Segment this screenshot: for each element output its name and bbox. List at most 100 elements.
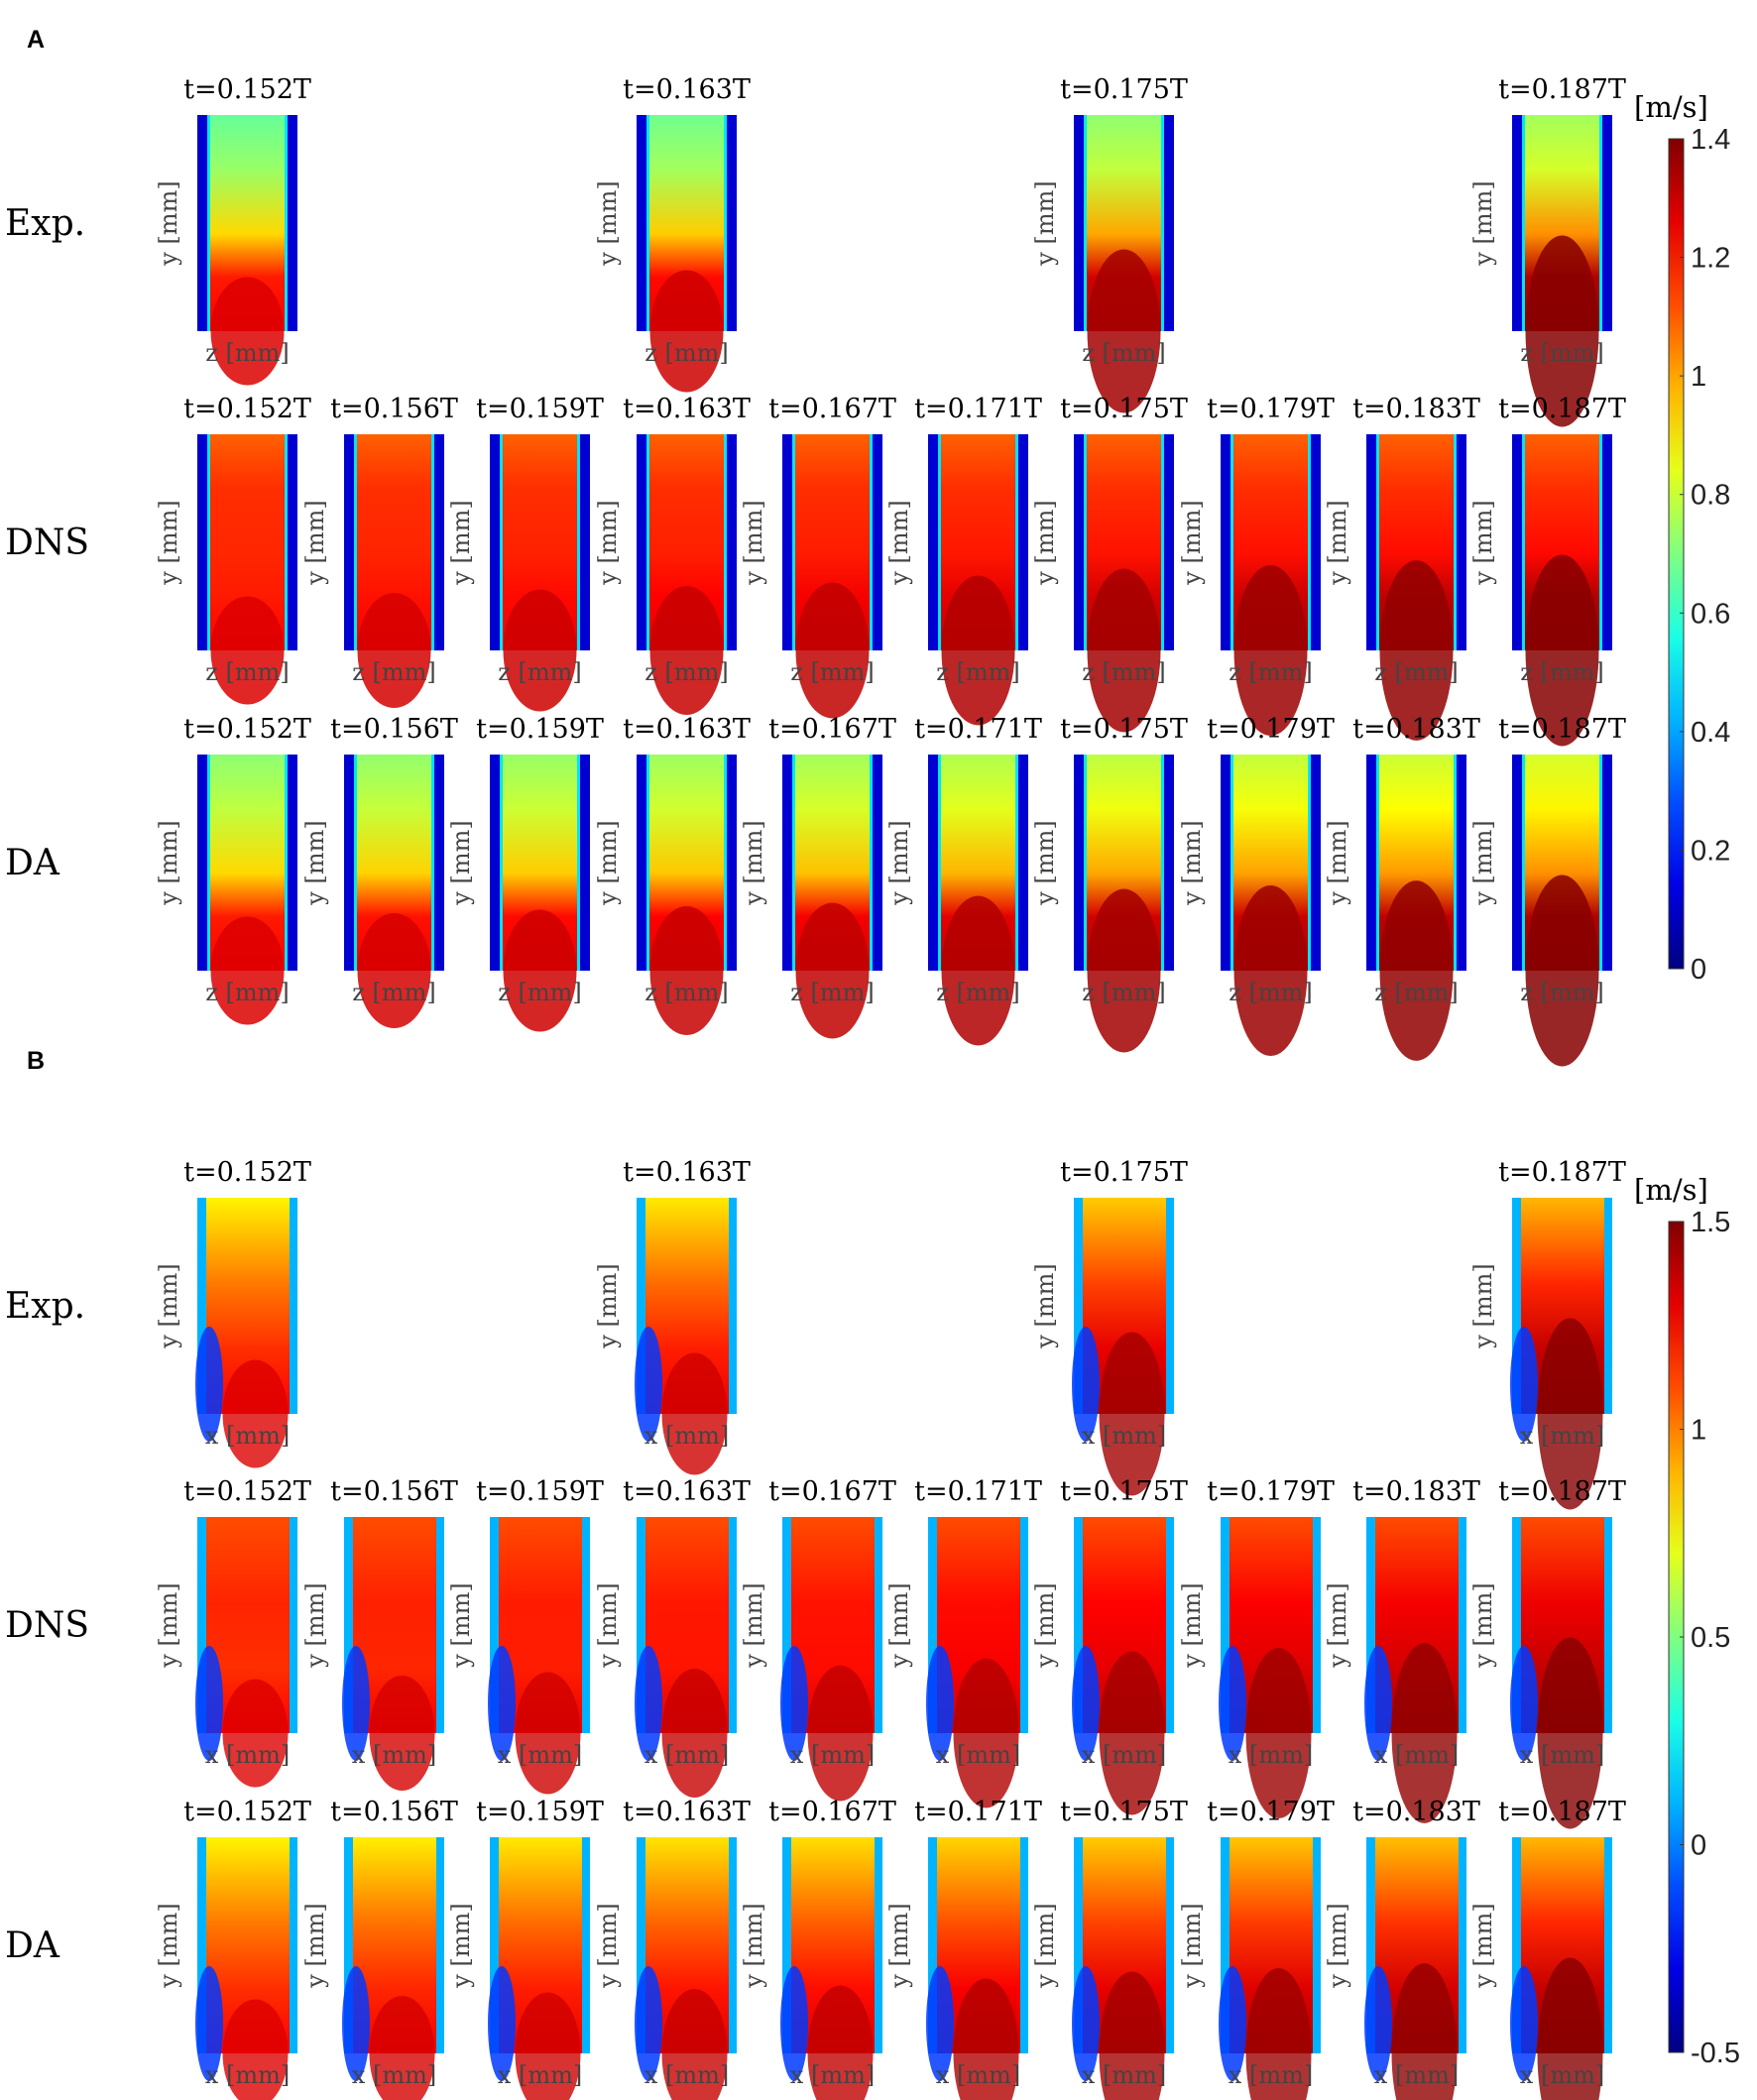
heatmap-cell [1074, 115, 1174, 413]
cell-left-wall [637, 1837, 645, 2053]
cell-jet-core [515, 1672, 581, 1795]
heatmap-cell [342, 1517, 444, 1791]
panel-label-a: A [27, 26, 45, 54]
x-axis-label: x [mm] [498, 2061, 582, 2089]
cell-right-wall [1604, 1517, 1612, 1733]
cell-jet-core [941, 575, 1015, 726]
cell-right-wall [1020, 1517, 1028, 1733]
cell-jet-core [1537, 1637, 1603, 1829]
y-axis-label: y [mm] [594, 1263, 622, 1348]
cell-right-wall [1166, 1837, 1174, 2053]
cell-left-edge [1522, 434, 1525, 650]
cell-right-edge [1161, 755, 1164, 971]
cell-recirculation [635, 1646, 662, 1761]
cell-right-edge [1015, 434, 1018, 650]
y-axis-label: y [mm] [885, 820, 913, 905]
cell-right-wall [1164, 755, 1174, 971]
cell-left-wall [344, 755, 354, 971]
y-axis-label: y [mm] [740, 1582, 767, 1668]
cell-right-edge [1161, 434, 1164, 650]
y-axis-label: y [mm] [447, 1903, 475, 1988]
cell-right-wall [290, 1517, 297, 1733]
colorbar-bar [1668, 138, 1685, 970]
cell-jet-core [1245, 1648, 1312, 1818]
cell-left-edge [1522, 115, 1525, 331]
x-axis-label: z [mm] [1520, 339, 1604, 367]
cell-recirculation [635, 1966, 662, 2081]
cell-left-wall [928, 1837, 937, 2053]
cell-right-edge [1308, 755, 1311, 971]
cell-right-wall [727, 434, 737, 650]
x-axis-label: z [mm] [205, 339, 290, 367]
time-label: t=0.167T [768, 1476, 896, 1507]
heatmap-cell [1221, 755, 1321, 1056]
cell-jet-core [807, 1665, 874, 1802]
x-axis-label: z [mm] [498, 979, 582, 1006]
heatmap-cell [1074, 755, 1174, 1053]
heatmap-cell [1221, 434, 1321, 736]
heatmap-cell [1364, 1517, 1466, 1823]
cell-jet-core [1087, 568, 1161, 733]
heatmap-cell [1072, 1198, 1174, 1496]
time-label: t=0.152T [183, 1157, 311, 1188]
x-axis-label: x [mm] [352, 2061, 436, 2089]
cell-left-edge [207, 115, 210, 331]
y-axis-label: y [mm] [1031, 1582, 1059, 1668]
cell-left-wall [197, 115, 207, 331]
y-axis-label: y [mm] [155, 500, 182, 585]
cell-left-edge [354, 434, 357, 650]
heatmap-cell [1219, 1517, 1321, 1818]
time-label: t=0.179T [1207, 714, 1335, 745]
y-axis-label: y [mm] [1031, 500, 1059, 585]
time-label: t=0.175T [1060, 394, 1188, 424]
time-label: t=0.167T [768, 1797, 896, 1827]
colorbar: 1.4 1.2 1 0.8 0.6 0.4 0.2 0 [1668, 124, 1730, 986]
y-axis-label: y [mm] [447, 820, 475, 905]
time-label: t=0.163T [623, 1476, 751, 1507]
x-axis-label: x [mm] [205, 1422, 290, 1450]
cell-left-edge [1230, 755, 1233, 971]
heatmap-cell [197, 755, 297, 1025]
x-axis-label: x [mm] [1082, 1741, 1166, 1769]
cell-jet-core [222, 1679, 289, 1788]
x-axis-label: z [mm] [205, 658, 290, 686]
cell-left-wall [637, 1517, 645, 1733]
cell-right-wall [1602, 755, 1612, 971]
x-axis-label: x [mm] [1520, 2061, 1604, 2089]
time-label: t=0.163T [623, 1797, 751, 1827]
heatmap-cell [195, 1517, 297, 1788]
cell-right-wall [1018, 434, 1028, 650]
cell-left-edge [646, 434, 649, 650]
cell-right-wall [1457, 434, 1466, 650]
cell-jet-core [1525, 235, 1599, 427]
y-axis-label: y [mm] [1469, 180, 1497, 266]
cell-right-edge [285, 434, 288, 650]
y-axis-label: y [mm] [1469, 500, 1497, 585]
y-axis-label: y [mm] [1031, 1903, 1059, 1988]
heatmap-cell [344, 755, 444, 1028]
y-axis-label: y [mm] [1178, 1903, 1206, 1988]
colorbar-unit: [m/s] [1634, 1173, 1708, 1207]
time-label: t=0.156T [330, 1797, 458, 1827]
cell-jet-core [357, 593, 431, 708]
cell-right-wall [1459, 1837, 1466, 2053]
heatmap-cell [1510, 1517, 1612, 1829]
time-label: t=0.159T [476, 1797, 604, 1827]
cell-right-wall [1018, 755, 1028, 971]
x-axis-label: z [mm] [1520, 979, 1604, 1006]
cell-right-wall [582, 1837, 590, 2053]
cell-right-wall [288, 434, 297, 650]
y-axis-label: y [mm] [740, 820, 767, 905]
cell-right-edge [724, 434, 727, 650]
heatmap-cell [488, 1517, 590, 1795]
heatmap-cell [490, 755, 590, 1032]
y-axis-label: y [mm] [447, 500, 475, 585]
cell-recirculation [195, 1646, 223, 1761]
colorbar-tick-label: 0 [1691, 954, 1706, 986]
cell-left-edge [646, 755, 649, 971]
time-label: t=0.167T [768, 714, 896, 745]
cell-jet-core [661, 1669, 728, 1798]
cell-left-wall [197, 434, 207, 650]
y-axis-label: y [mm] [1178, 1582, 1206, 1668]
